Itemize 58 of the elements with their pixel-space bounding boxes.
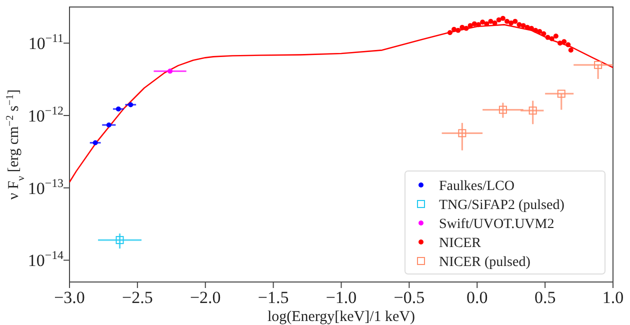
y-tick-label: 10$^{−12}$	[28, 104, 64, 126]
y-tick-label: 10$^{−13}$	[28, 176, 64, 198]
point	[92, 140, 98, 146]
point	[476, 22, 481, 28]
point	[116, 236, 124, 244]
point	[545, 34, 550, 40]
x-tick-label: 0.5	[534, 288, 556, 307]
y-tick-label: 10$^{−14}$	[28, 248, 64, 270]
point	[533, 28, 538, 33]
point	[460, 24, 465, 30]
legend-label: NICER	[439, 236, 482, 251]
point	[562, 39, 567, 44]
x-tick-label: 1.0	[602, 288, 624, 307]
x-tick-label: −3.0	[54, 288, 85, 307]
point	[520, 23, 526, 28]
point	[528, 26, 534, 31]
x-tick-label: 0.0	[466, 288, 488, 307]
point	[557, 90, 566, 98]
point	[558, 40, 563, 46]
legend-label: NICER (pulsed)	[439, 255, 531, 270]
legend-label: Swift/UVOT.UVM2	[439, 217, 554, 232]
point	[447, 30, 452, 36]
point	[566, 42, 571, 48]
point	[504, 18, 510, 24]
point	[456, 28, 461, 33]
point	[116, 106, 121, 112]
x-tick-label: −2.0	[190, 288, 221, 307]
x-tick-label: −1.5	[258, 288, 289, 307]
point	[452, 26, 457, 32]
y-tick-label: 10$^{−11}$	[28, 31, 64, 54]
point	[549, 36, 554, 42]
point	[106, 122, 112, 128]
point	[458, 129, 466, 138]
point	[568, 48, 574, 53]
point	[480, 20, 486, 25]
point	[168, 68, 173, 74]
point	[498, 106, 507, 114]
point	[541, 31, 546, 36]
point	[528, 106, 537, 115]
point	[594, 60, 602, 69]
point	[553, 34, 558, 39]
point	[128, 102, 134, 108]
point	[488, 18, 494, 24]
point	[464, 26, 469, 31]
x-tick-label: −2.5	[122, 288, 153, 307]
x-axis-title: log(Energy[keV]/1 keV)	[267, 309, 416, 325]
point	[500, 16, 506, 21]
point	[508, 20, 514, 26]
point	[492, 20, 498, 26]
legend-label: TNG/SiFAP2 (pulsed)	[439, 198, 565, 213]
point	[537, 28, 542, 34]
x-tick-label: −0.5	[394, 288, 425, 307]
point	[468, 23, 473, 28]
x-tick-label: −1.0	[326, 288, 357, 307]
point	[512, 18, 518, 24]
legend-label: Faulkes/LCO	[439, 179, 514, 194]
point	[524, 24, 530, 30]
point	[496, 17, 502, 22]
